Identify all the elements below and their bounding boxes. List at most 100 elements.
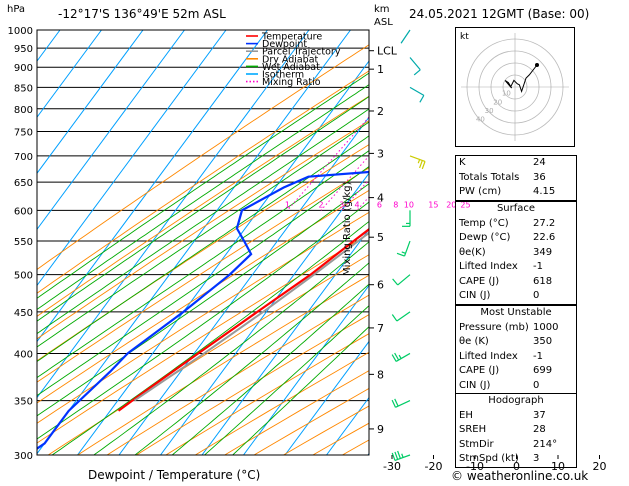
wind-barb-flag xyxy=(394,352,400,361)
mixing-ratio-value-label: 25 xyxy=(460,200,470,209)
index-row: CAPE (J) 699 xyxy=(456,364,576,379)
index-row: Pressure (mb) 1000 xyxy=(456,321,576,336)
index-label: EH xyxy=(459,409,473,421)
index-row: Totals Totals 36 xyxy=(456,171,576,186)
most-unstable-block: Most Unstable Pressure (mb) 1000 θe (K) 350… xyxy=(455,305,577,394)
wind-barb-staff xyxy=(394,454,411,462)
index-label: Dewp (°C) xyxy=(459,232,511,243)
index-value: 349 xyxy=(533,246,553,258)
pressure-tick-label: 500 xyxy=(14,271,33,282)
wind-barb-flag xyxy=(421,161,426,170)
index-row: Temp (°C) 27.2 xyxy=(456,217,576,232)
wet-adiabat-line xyxy=(51,220,369,455)
wet-adiabat-line xyxy=(37,72,369,299)
mixing-ratio-value-label: 15 xyxy=(428,200,438,209)
wind-barb-staff xyxy=(403,240,411,257)
index-label: CIN (J) xyxy=(459,290,491,301)
index-value: 618 xyxy=(533,275,553,287)
index-row: CAPE (J) 618 xyxy=(456,275,576,290)
x-tick-label: 10 xyxy=(551,460,565,473)
x-tick-label: -20 xyxy=(425,460,443,473)
wet-adiabat-line xyxy=(37,150,369,379)
wet-adiabat-line xyxy=(37,166,369,397)
pressure-tick-label: 300 xyxy=(14,451,33,462)
index-value: -1 xyxy=(533,350,543,362)
index-label: StmSpd (kt) xyxy=(459,453,519,464)
wet-adiabat-line xyxy=(37,84,369,311)
x-tick-label: -10 xyxy=(466,460,484,473)
wet-adiabat-line xyxy=(204,305,369,455)
isotherm-line xyxy=(77,60,369,455)
wet-adiabat-line xyxy=(134,262,369,455)
hodograph-kt-label: kt xyxy=(460,32,469,42)
wet-adiabat-line xyxy=(37,121,369,348)
wind-barb-staff xyxy=(409,155,426,162)
mixing-ratio-value-label: 1 xyxy=(285,200,290,209)
index-label: SREH xyxy=(459,424,487,435)
wind-barb-flag xyxy=(394,398,399,407)
height-tick-label: 7 xyxy=(377,322,384,335)
wind-barb xyxy=(409,155,426,170)
index-value: 22.6 xyxy=(533,232,556,243)
wet-adiabat-line xyxy=(37,135,369,363)
isotherm-line xyxy=(37,30,102,119)
wind-barb xyxy=(409,57,421,76)
wind-barb xyxy=(392,274,411,286)
pressure-tick-label: 700 xyxy=(14,152,33,163)
wind-barb-staff xyxy=(400,29,411,44)
legend-label: Temperature xyxy=(261,32,322,43)
wind-barb-half-flag xyxy=(417,159,421,164)
index-value: 3 xyxy=(533,453,540,464)
pressure-tick-label: 400 xyxy=(14,349,33,360)
index-label: StmDir xyxy=(459,438,494,450)
x-tick-label: 0 xyxy=(513,460,520,473)
wet-adiabat-line xyxy=(93,241,369,455)
wind-barb xyxy=(402,210,411,227)
isotherm-line xyxy=(284,340,369,455)
index-label: Lifted Index xyxy=(459,261,518,272)
index-label: PW (cm) xyxy=(459,186,502,197)
index-value: 27.2 xyxy=(533,217,556,229)
isotherm-line xyxy=(37,30,227,287)
wind-barb-flag xyxy=(391,452,396,461)
wind-barb-flag xyxy=(397,450,401,459)
indices-block: K 24 Totals Totals 36 PW (cm) 4.15 xyxy=(455,155,577,201)
wind-barb-flag xyxy=(391,354,397,362)
wind-barb-flag xyxy=(392,278,399,286)
dry-adiabat-line xyxy=(106,294,369,455)
watermark: © weatheronline.co.uk xyxy=(451,469,589,483)
height-tick-label: 9 xyxy=(377,423,384,436)
legend-label: Wet Adiabat xyxy=(262,62,320,73)
parcel-trajectory-series-line xyxy=(133,231,369,402)
mixing-ratio-value-label: 3 xyxy=(339,200,344,209)
mixing-ratio-value-label: 10 xyxy=(404,200,414,209)
wind-barb-flag xyxy=(391,314,398,322)
hodograph-ring-label: 40 xyxy=(476,116,485,124)
pressure-tick-label: 850 xyxy=(14,83,33,94)
height-tick-label: 6 xyxy=(377,279,384,292)
pressure-tick-label: 950 xyxy=(14,44,33,55)
index-label: CIN (J) xyxy=(459,379,491,391)
wet-adiabat-line xyxy=(37,108,369,335)
hodograph-ring-label: 20 xyxy=(493,98,502,106)
wet-adiabat-line xyxy=(171,283,369,455)
isotherm-line xyxy=(37,30,351,455)
index-label: CAPE (J) xyxy=(459,365,500,376)
index-row: Lifted Index -1 xyxy=(456,350,576,365)
height-tick-label: 2 xyxy=(377,105,384,118)
hodograph-trace xyxy=(504,64,538,93)
index-row: Lifted Index -1 xyxy=(456,260,576,275)
index-row: CIN (J) 0 xyxy=(456,379,576,394)
wind-barb-staff xyxy=(396,311,411,322)
wind-barb-flag xyxy=(419,160,423,169)
index-row: Dewp (°C) 22.6 xyxy=(456,231,576,246)
dry-adiabat-line xyxy=(37,70,369,294)
index-value: 28 xyxy=(533,424,546,435)
dry-adiabat-line xyxy=(37,167,369,383)
dry-adiabat-line xyxy=(77,274,369,455)
hodograph-storm-marker xyxy=(535,63,539,67)
dry-adiabat-line xyxy=(37,144,369,362)
index-label: Pressure (mb) xyxy=(459,321,529,333)
isotherm-line xyxy=(37,30,144,175)
isotherm-line xyxy=(201,228,369,455)
